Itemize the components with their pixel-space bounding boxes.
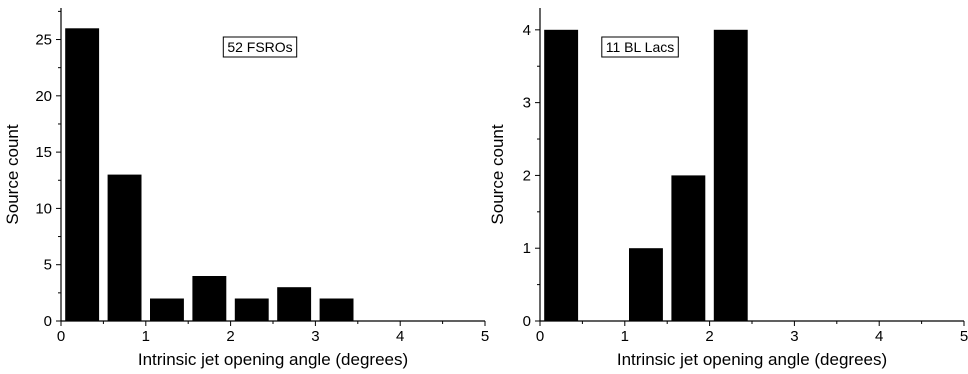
bllac-y-tick-label: 2 xyxy=(523,167,531,184)
bllac-bar xyxy=(629,248,663,321)
fsro-bar xyxy=(277,287,312,321)
fsro-x-tick-label: 1 xyxy=(142,328,150,345)
bllac-bars xyxy=(544,29,748,322)
fsro-x-tick-label: 0 xyxy=(57,328,65,345)
bllac-ticks: 0 1 2 3 4 5 0 1 2 3 4 xyxy=(523,22,968,345)
bllac-bar xyxy=(671,175,706,321)
bllac-bar xyxy=(713,29,748,322)
bllac-x-tick-label: 3 xyxy=(790,328,798,345)
bllac-y-tick-label: 3 xyxy=(523,95,531,112)
fsro-y-tick-label: 25 xyxy=(35,32,52,49)
fsro-bar xyxy=(107,174,142,321)
fsro-x-axis-title: Intrinsic jet opening angle (degrees) xyxy=(138,350,408,369)
bllac-annotation-text: 11 BL Lacs xyxy=(606,39,675,55)
bllac-y-axis-title: Source count xyxy=(488,124,507,224)
bllac-y-tick-label: 4 xyxy=(523,22,531,39)
bllac-y-tick-label: 1 xyxy=(523,240,531,257)
fsro-ticks: 0 1 2 3 4 5 0 5 10 15 20 25 xyxy=(35,10,489,345)
bllac-bar xyxy=(544,29,579,322)
fsro-histogram-panel: 0 1 2 3 4 5 0 5 10 15 20 25 Intrinsic jet opening a… xyxy=(3,8,489,369)
fsro-bar xyxy=(65,28,100,322)
bllac-x-tick-label: 5 xyxy=(960,328,968,345)
fsro-annotation-text: 52 FSROs xyxy=(227,39,292,55)
fsro-x-tick-label: 5 xyxy=(481,328,489,345)
fsro-bars xyxy=(65,28,354,322)
fsro-x-tick-label: 3 xyxy=(311,328,319,345)
fsro-annotation-box: 52 FSROs xyxy=(222,36,298,58)
fsro-y-tick-label: 10 xyxy=(35,200,52,217)
fsro-x-tick-label: 2 xyxy=(226,328,234,345)
fsro-bar xyxy=(234,298,269,321)
fsro-bar xyxy=(192,276,227,321)
fsro-bar xyxy=(150,298,184,321)
bllac-x-tick-label: 2 xyxy=(705,328,713,345)
fsro-y-tick-label: 0 xyxy=(44,313,52,330)
fsro-y-tick-label: 15 xyxy=(35,144,52,161)
bllac-x-tick-label: 4 xyxy=(875,328,883,345)
bllac-annotation-box: 11 BL Lacs xyxy=(601,36,679,58)
bllac-y-tick-label: 0 xyxy=(523,313,531,330)
fsro-bar xyxy=(319,298,354,321)
bllac-histogram-panel: 0 1 2 3 4 5 0 1 2 3 4 Intrinsic jet opening angle … xyxy=(488,8,968,369)
bllac-x-tick-label: 0 xyxy=(536,328,544,345)
bllac-x-axis-title: Intrinsic jet opening angle (degrees) xyxy=(617,350,887,369)
bllac-x-tick-label: 1 xyxy=(621,328,629,345)
fsro-y-tick-label: 5 xyxy=(44,257,52,274)
fsro-x-tick-label: 4 xyxy=(396,328,404,345)
fsro-y-axis-title: Source count xyxy=(3,124,22,224)
fsro-y-tick-label: 20 xyxy=(35,88,52,105)
